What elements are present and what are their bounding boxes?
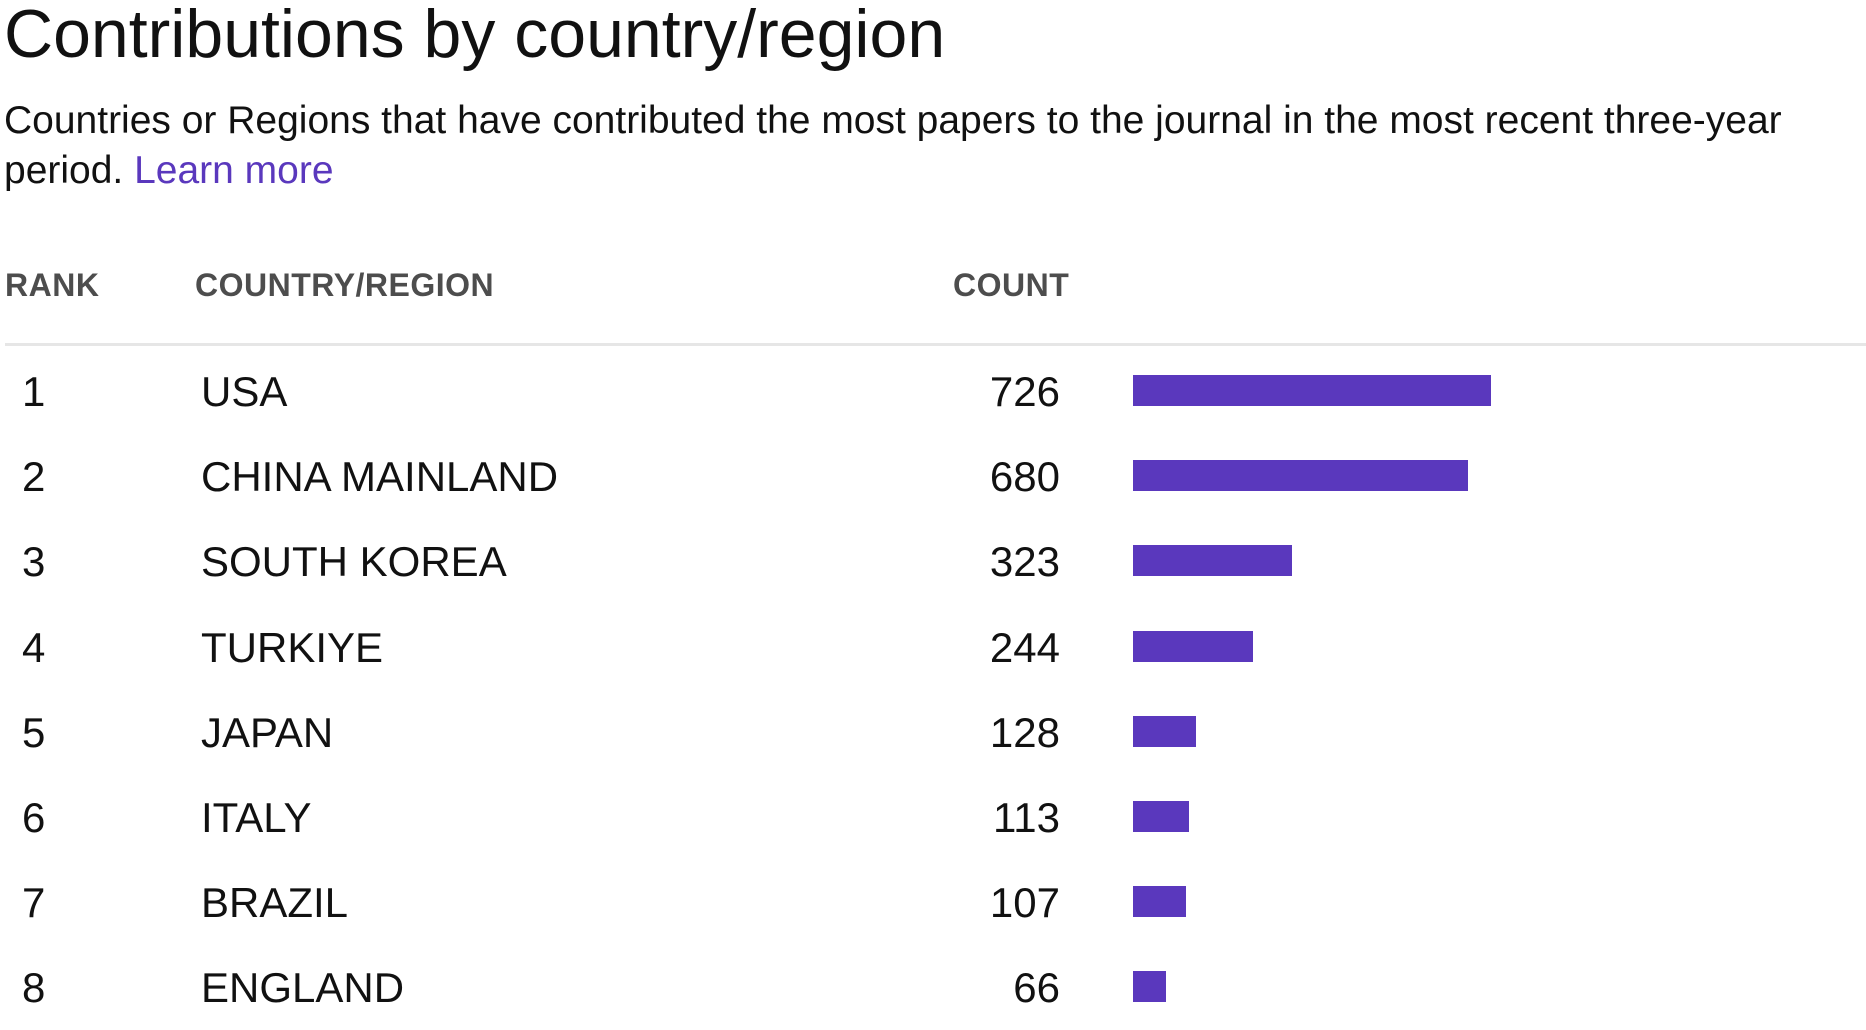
country-cell: SOUTH KOREA [201,538,507,586]
count-bar [1133,460,1469,492]
table-row: 1 USA 726 [0,349,1866,434]
count-cell: 726 [989,368,1060,415]
rank-cell: 8 [22,964,46,1012]
rank-cell: 5 [22,708,46,756]
count-cell: 66 [1013,964,1060,1012]
count-bar [1133,545,1293,577]
count-cell: 128 [989,708,1060,756]
rank-cell: 7 [22,879,46,927]
learn-more-link[interactable]: Learn more [134,149,334,192]
count-bar [1133,971,1166,1003]
rank-cell: 3 [22,538,46,586]
country-cell: USA [201,368,288,415]
count-bar [1133,715,1197,747]
rank-cell: 6 [22,794,46,841]
page-title: Contributions by country/region [4,0,946,72]
table-row: 5 JAPAN 128 [0,690,1866,775]
column-header-rank[interactable]: RANK [5,267,100,303]
country-cell: JAPAN [201,708,334,756]
country-cell: BRAZIL [201,879,349,927]
count-cell: 113 [993,794,1060,841]
page-subtitle: Countries or Regions that have contribut… [4,96,1866,196]
count-cell: 680 [989,453,1060,501]
count-cell: 244 [989,623,1060,671]
header-divider [5,343,1866,346]
table-row: 6 ITALY 113 [0,775,1866,860]
country-cell: ITALY [201,794,312,841]
table-row: 4 TURKIYE 244 [0,605,1866,690]
subtitle-text: Countries or Regions that have contribut… [4,99,1782,192]
count-cell: 107 [989,879,1060,927]
column-header-count[interactable]: COUNT [953,267,1070,303]
rank-cell: 2 [22,453,46,501]
count-bar [1133,375,1491,406]
table-row: 2 CHINA MAINLAND 680 [0,434,1866,519]
table-row: 8 ENGLAND 66 [0,945,1866,1030]
country-cell: ENGLAND [201,964,405,1012]
table-row: 7 BRAZIL 107 [0,860,1866,945]
column-header-country[interactable]: COUNTRY/REGION [195,267,495,303]
rank-cell: 4 [22,623,46,671]
count-bar [1133,630,1254,662]
count-cell: 323 [989,538,1060,586]
rank-cell: 1 [22,368,46,415]
country-cell: CHINA MAINLAND [201,453,559,501]
count-bar [1133,801,1189,832]
country-cell: TURKIYE [201,623,384,671]
count-bar [1133,886,1186,918]
table-row: 3 SOUTH KOREA 323 [0,519,1866,604]
